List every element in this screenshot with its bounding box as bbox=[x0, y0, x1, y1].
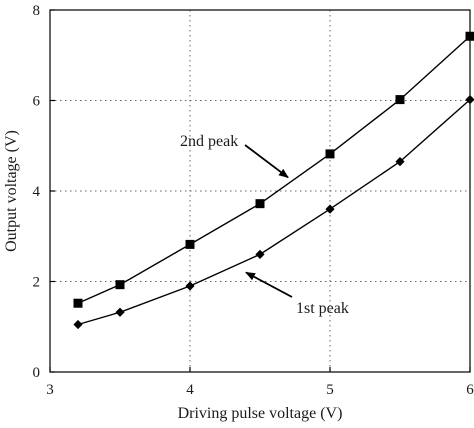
annotations: 2nd peak 1st peak bbox=[180, 133, 349, 317]
data-point bbox=[325, 204, 335, 214]
annotation-label-2: 1st peak bbox=[296, 300, 349, 317]
data-point bbox=[115, 280, 125, 290]
series-2 bbox=[73, 94, 474, 330]
data-point bbox=[115, 307, 125, 317]
y-tick-label: 8 bbox=[33, 3, 41, 19]
data-point bbox=[255, 249, 265, 259]
x-tick-label: 4 bbox=[186, 382, 194, 398]
annotation-arrow-2 bbox=[245, 271, 293, 298]
y-axis-label: Output voltage (V) bbox=[3, 130, 20, 252]
data-point bbox=[465, 31, 474, 41]
data-point bbox=[185, 239, 195, 249]
y-tick-label: 2 bbox=[33, 275, 41, 291]
x-tick-label: 3 bbox=[46, 382, 54, 398]
data-point bbox=[395, 156, 405, 167]
x-axis-label: Driving pulse voltage (V) bbox=[178, 405, 343, 422]
data-point bbox=[185, 281, 195, 291]
x-tick-label: 5 bbox=[326, 382, 334, 398]
series-line bbox=[77, 99, 471, 326]
ticks: 3 4 5 6 0 2 4 6 8 bbox=[33, 3, 474, 398]
series bbox=[73, 31, 474, 330]
data-point bbox=[325, 149, 335, 159]
y-tick-label: 6 bbox=[33, 94, 41, 110]
annotation-label-1: 2nd peak bbox=[180, 133, 238, 150]
y-tick-label: 4 bbox=[33, 184, 41, 200]
data-point bbox=[73, 319, 83, 330]
data-point bbox=[465, 94, 474, 105]
data-point bbox=[395, 95, 405, 105]
data-point bbox=[73, 298, 83, 308]
series-line bbox=[77, 35, 471, 304]
y-tick-label: 0 bbox=[33, 365, 41, 381]
grid bbox=[50, 10, 470, 372]
x-tick-label: 6 bbox=[466, 382, 474, 398]
data-point bbox=[255, 199, 265, 209]
annotation-arrow-1 bbox=[244, 144, 289, 179]
series-1 bbox=[73, 31, 474, 308]
